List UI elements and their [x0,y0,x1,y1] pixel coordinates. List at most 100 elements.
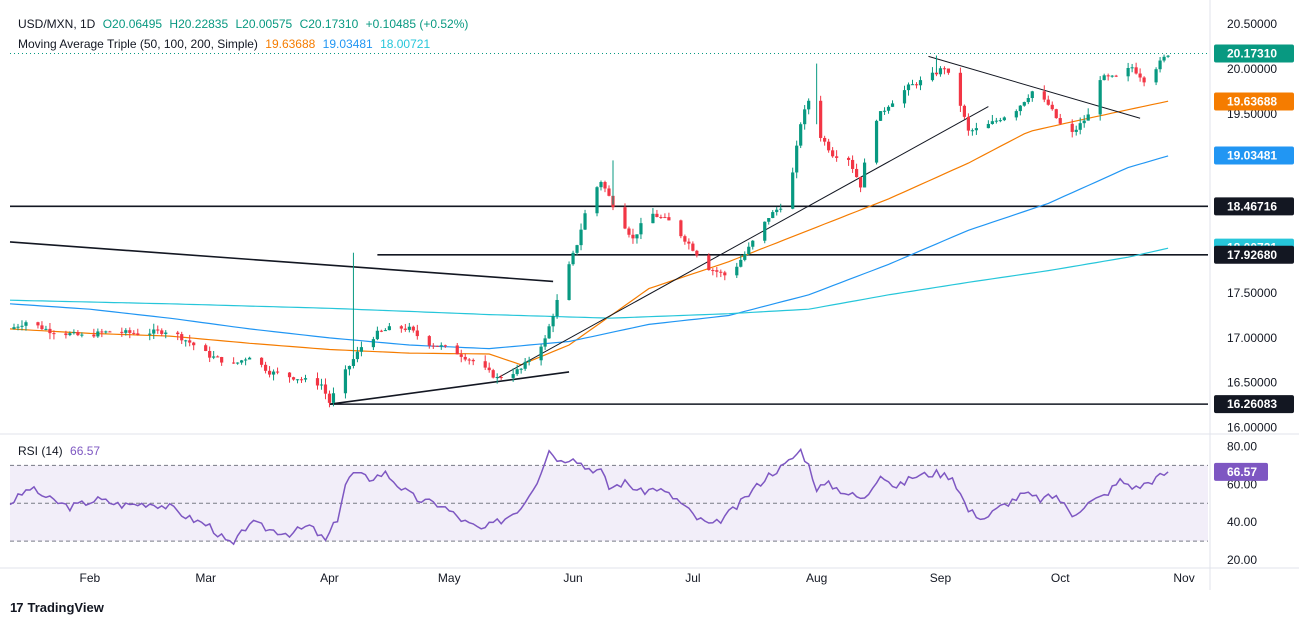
candle [40,321,44,331]
candle [375,326,379,341]
time-tick-label: Feb [80,571,101,585]
candle [683,234,687,245]
candle-body [124,330,128,333]
candle-body [491,370,495,378]
candle-body [80,334,84,336]
candle-body [160,330,164,334]
candle-body [299,379,304,381]
candle-body [1018,105,1022,112]
candle-body [1142,77,1146,83]
candle [547,323,551,339]
candle-body [715,270,719,272]
candle [1058,113,1062,126]
candle-body [1014,111,1018,118]
candle-body [970,130,974,132]
candle-body [355,351,360,360]
price-tag-bg [1214,197,1294,216]
candle-body [244,359,248,361]
candle [303,374,308,383]
candle [164,330,168,339]
candle [100,328,104,338]
candle-body [291,377,296,380]
candle-body [914,84,919,86]
candle-body [595,187,599,214]
candle-body [1078,123,1082,130]
price-tag-text: 19.03481 [1227,148,1277,162]
candle [148,328,152,341]
price-tag: 20.17310 [1214,44,1294,63]
candle-body [263,364,268,371]
candle-body [1030,91,1034,99]
candle-body [543,338,547,347]
candle [1106,73,1110,81]
axes: 20.5000020.0000019.5000017.5000017.00000… [0,0,1299,590]
price-tag-text: 18.46716 [1227,199,1277,213]
candle-body [343,369,348,394]
candle [287,372,292,383]
candle [152,323,156,340]
candle-body [387,326,391,331]
candle-body [96,331,100,337]
price-tick-label: 17.50000 [1227,286,1277,300]
candle [52,330,56,340]
candle [595,186,599,217]
candle-body [152,329,156,334]
candle [124,328,128,336]
time-tick-label: Apr [320,571,339,585]
candle [607,185,611,197]
candle [986,120,990,129]
candle-body [651,213,655,224]
price-tick-label: 20.50000 [1227,17,1277,31]
candle [96,328,100,338]
candle [567,261,571,301]
candle [711,268,715,276]
candle [1114,74,1118,78]
candle [958,67,963,112]
candle [483,355,487,371]
candle [399,325,403,333]
candle-body [164,332,168,334]
candle [327,390,332,408]
candle-body [100,331,104,333]
candle [463,353,467,362]
candle-body [208,350,212,358]
candle-body [104,331,108,333]
candle [791,167,795,210]
candle [379,329,383,333]
candle-body [1058,118,1062,124]
candle-body [827,141,831,151]
candle-body [287,372,292,378]
candle-body [1110,75,1114,77]
candle [232,357,236,364]
price-tag-bg [1214,92,1294,111]
candle [240,359,244,365]
candle [599,180,603,191]
candle [24,320,28,331]
candle-body [874,120,879,163]
candle-body [379,330,383,332]
price-pane[interactable] [9,52,1208,408]
candle [248,356,252,360]
candle-body [1154,69,1158,83]
rsi-pane[interactable] [9,447,1208,546]
candle-body [240,360,244,363]
rsi-legend: RSI (14) 66.57 [18,444,104,458]
candle [407,322,411,333]
tradingview-logo[interactable]: 17 TradingView [10,600,104,615]
candle [910,79,915,86]
rsi-tick-label: 20.00 [1227,553,1257,567]
candle-body [128,330,132,333]
candle [962,104,967,120]
price-tag: 19.63688 [1214,92,1294,111]
candle-body [990,121,994,124]
candle-body [719,271,723,273]
candle-body [862,162,867,188]
candle [1162,54,1166,63]
rsi-tick-label: 80.00 [1227,439,1257,453]
candle [970,128,974,136]
candle [36,321,40,329]
price-tag-bg [1214,245,1294,264]
candle-body [962,105,967,117]
candle-body [998,120,1002,122]
